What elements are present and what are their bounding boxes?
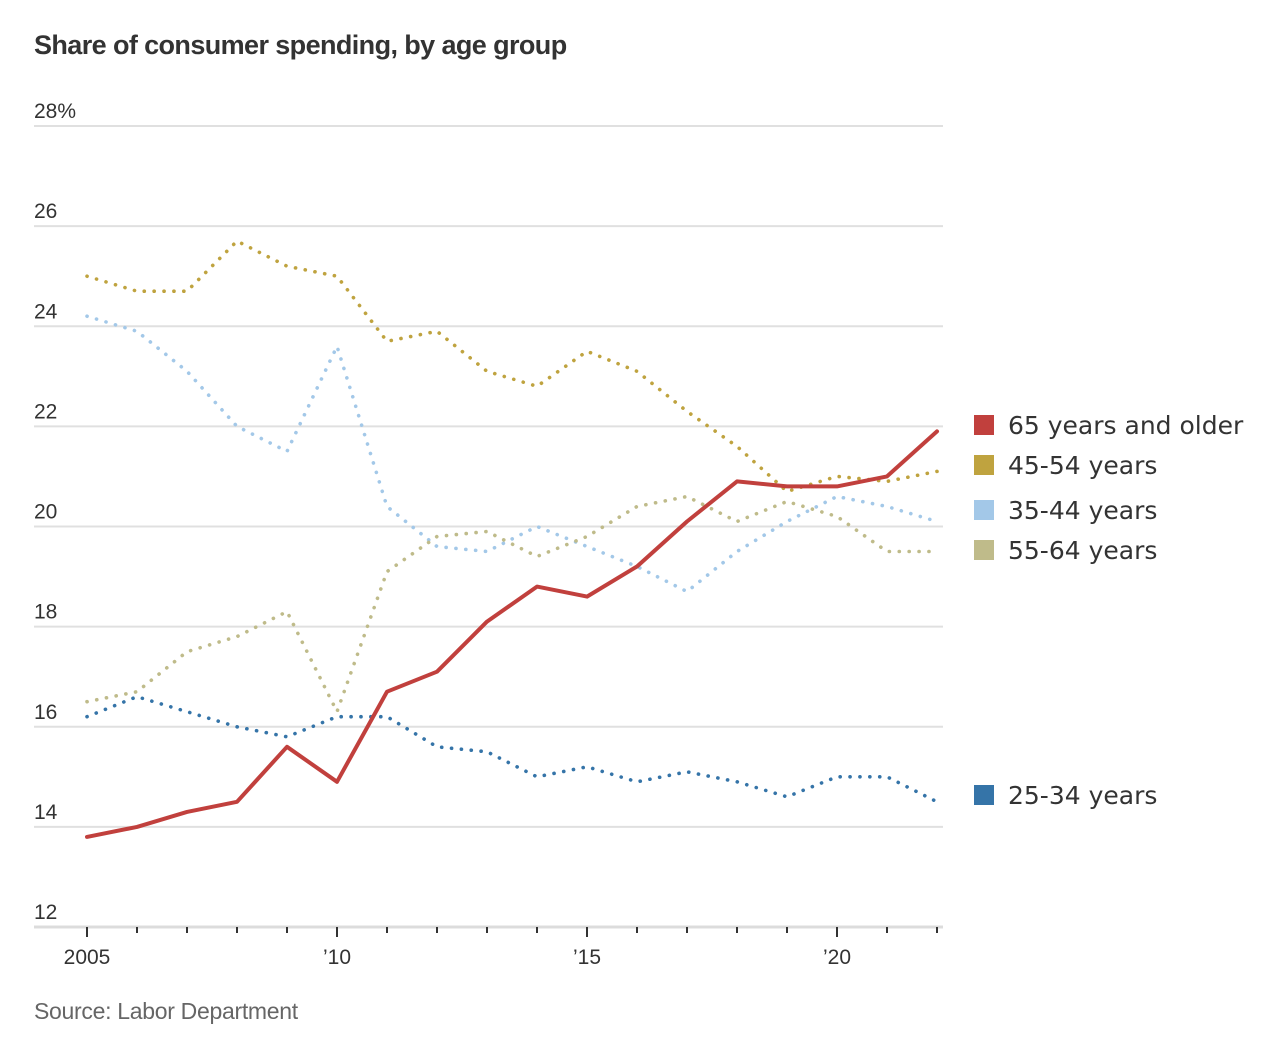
series-line-35-44-years	[85, 314, 939, 594]
source-note: Source: Labor Department	[34, 998, 298, 1024]
y-tick-label: 16	[34, 701, 57, 724]
series-lines	[85, 239, 939, 839]
series-line-55-64-years	[85, 494, 939, 714]
y-tick-label: 14	[34, 801, 58, 824]
legend-swatch	[974, 785, 994, 805]
series-line-25-34-years	[85, 694, 939, 804]
x-tick-label: 2005	[64, 946, 111, 969]
legend-swatch	[974, 415, 994, 435]
legend-swatch	[974, 455, 994, 475]
x-axis: 2005 ’10 ’15 ’20	[64, 927, 938, 969]
chart-title: Share of consumer spending, by age group	[34, 30, 567, 60]
legend-label: 25-34 years	[1008, 781, 1157, 810]
legend-label: 65 years and older	[1008, 411, 1244, 440]
series-line-65-years-and-older	[85, 429, 939, 839]
legend-item: 55-64 years	[974, 536, 1157, 565]
legend-label: 45-54 years	[1008, 451, 1157, 480]
y-tick-label: 26	[34, 200, 57, 223]
legend-item: 25-34 years	[974, 781, 1157, 810]
legend-swatch	[974, 540, 994, 560]
legend-item: 65 years and older	[974, 411, 1244, 440]
legend-item: 45-54 years	[974, 451, 1157, 480]
legend-label: 35-44 years	[1008, 496, 1157, 525]
y-tick-label: 24	[34, 300, 58, 323]
legend-item: 35-44 years	[974, 496, 1157, 525]
gridlines	[34, 125, 943, 929]
y-axis-labels: 28% 26 24 22 20 18 16 14 12	[34, 100, 76, 924]
legend-label: 55-64 years	[1008, 536, 1157, 565]
y-tick-label: 18	[34, 601, 57, 624]
series-line-45-54-years	[85, 239, 939, 494]
y-tick-label: 20	[34, 501, 57, 524]
legend-swatch	[974, 500, 994, 520]
x-tick-label: ’15	[573, 946, 601, 969]
legend: 65 years and older 45-54 years 35-44 years…	[974, 411, 1244, 810]
y-tick-label: 22	[34, 400, 57, 423]
x-tick-label: ’10	[323, 946, 351, 969]
x-tick-label: ’20	[823, 946, 851, 969]
y-tick-label: 12	[34, 901, 57, 924]
y-tick-label: 28%	[34, 100, 76, 123]
